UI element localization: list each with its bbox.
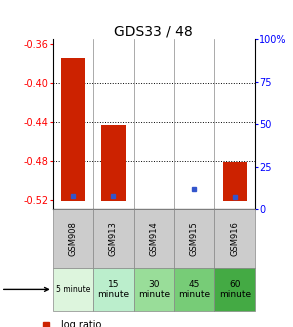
Title: GDS33 / 48: GDS33 / 48 <box>115 24 193 38</box>
Bar <box>223 162 247 200</box>
Bar <box>174 209 214 268</box>
Bar <box>214 268 255 311</box>
Text: 15
minute: 15 minute <box>97 280 130 299</box>
Text: GSM914: GSM914 <box>149 221 158 256</box>
Text: 5 minute: 5 minute <box>56 285 90 294</box>
Text: GSM915: GSM915 <box>190 221 199 256</box>
Text: log ratio: log ratio <box>61 319 101 327</box>
Bar <box>174 268 214 311</box>
Bar <box>61 58 85 200</box>
Text: 60
minute: 60 minute <box>219 280 251 299</box>
Text: 45
minute: 45 minute <box>178 280 210 299</box>
Text: GSM916: GSM916 <box>230 221 239 256</box>
Bar <box>93 209 134 268</box>
Bar <box>134 209 174 268</box>
Bar <box>53 209 93 268</box>
Bar <box>53 268 93 311</box>
Bar <box>214 209 255 268</box>
Text: 30
minute: 30 minute <box>138 280 170 299</box>
Bar <box>93 268 134 311</box>
Bar <box>134 268 174 311</box>
Bar <box>101 125 125 200</box>
Text: GSM913: GSM913 <box>109 221 118 256</box>
Text: GSM908: GSM908 <box>69 221 77 256</box>
Text: time: time <box>0 284 48 294</box>
